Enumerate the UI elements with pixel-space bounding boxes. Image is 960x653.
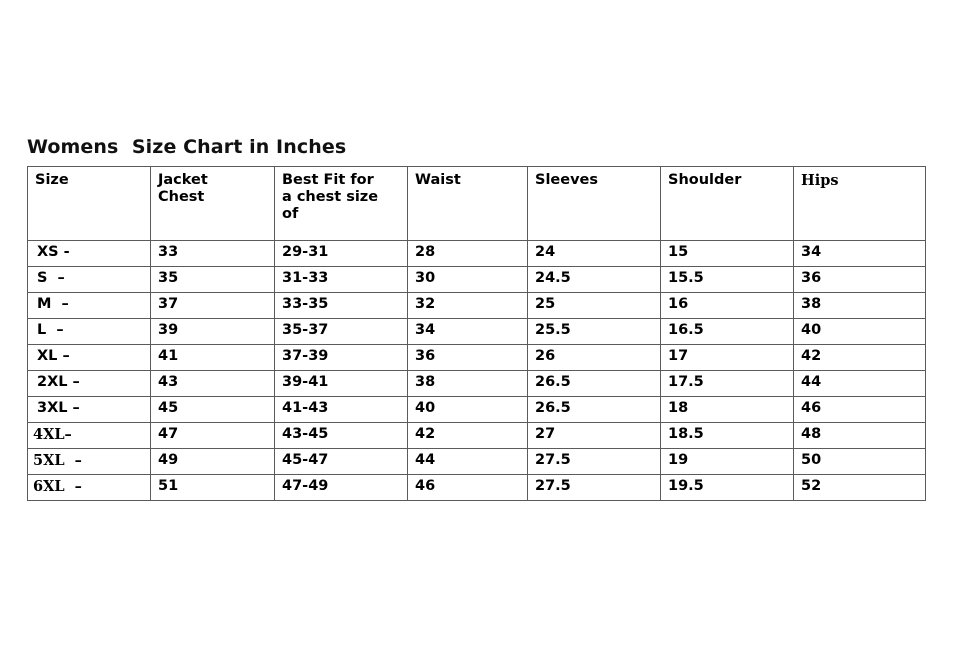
cell-bestfit: 39-41 bbox=[274, 370, 408, 397]
cell-bestfit: 29-31 bbox=[274, 240, 408, 267]
column-header-shoulder: Shoulder bbox=[660, 166, 794, 241]
table-row: XL –41 37-39 36 26 17 42 bbox=[27, 344, 926, 371]
cell-sleeves: 26.5 bbox=[527, 396, 661, 423]
table-row: M –37 33-35 32 25 16 38 bbox=[27, 292, 926, 319]
cell-size: L – bbox=[27, 318, 151, 345]
cell-sleeves: 25 bbox=[527, 292, 661, 319]
column-header-hips: Hips bbox=[793, 166, 926, 241]
cell-waist: 46 bbox=[407, 474, 528, 501]
cell-sleeves: 24 bbox=[527, 240, 661, 267]
table-row: L –39 35-37 34 25.5 16.5 40 bbox=[27, 318, 926, 345]
cell-hips: 34 bbox=[793, 240, 926, 267]
cell-size: XL – bbox=[27, 344, 151, 371]
cell-size: 2XL – bbox=[27, 370, 151, 397]
cell-shoulder: 15 bbox=[660, 240, 794, 267]
column-header-waist: Waist bbox=[407, 166, 528, 241]
cell-waist: 40 bbox=[407, 396, 528, 423]
cell-shoulder: 18.5 bbox=[660, 422, 794, 449]
cell-shoulder: 15.5 bbox=[660, 266, 794, 293]
cell-size: XS - bbox=[27, 240, 151, 267]
cell-hips: 36 bbox=[793, 266, 926, 293]
cell-waist: 28 bbox=[407, 240, 528, 267]
cell-bestfit: 43-45 bbox=[274, 422, 408, 449]
cell-bestfit: 35-37 bbox=[274, 318, 408, 345]
header-row: Size Jacket Chest Best Fit for a chest siz… bbox=[27, 166, 926, 241]
cell-bestfit: 45-47 bbox=[274, 448, 408, 475]
cell-shoulder: 17 bbox=[660, 344, 794, 371]
cell-sleeves: 24.5 bbox=[527, 266, 661, 293]
cell-jacket: 43 bbox=[150, 370, 275, 397]
cell-hips: 38 bbox=[793, 292, 926, 319]
cell-bestfit: 47-49 bbox=[274, 474, 408, 501]
table-row: 3XL –45 41-43 40 26.5 18 46 bbox=[27, 396, 926, 423]
cell-sleeves: 27 bbox=[527, 422, 661, 449]
cell-shoulder: 19.5 bbox=[660, 474, 794, 501]
cell-shoulder: 16.5 bbox=[660, 318, 794, 345]
cell-waist: 34 bbox=[407, 318, 528, 345]
cell-hips: 40 bbox=[793, 318, 926, 345]
cell-sleeves: 27.5 bbox=[527, 474, 661, 501]
cell-hips: 44 bbox=[793, 370, 926, 397]
cell-waist: 38 bbox=[407, 370, 528, 397]
cell-sleeves: 27.5 bbox=[527, 448, 661, 475]
table-row: 6XL –51 47-49 46 27.5 19.5 52 bbox=[27, 474, 926, 501]
table-header: Size Jacket Chest Best Fit for a chest siz… bbox=[27, 166, 926, 241]
cell-shoulder: 19 bbox=[660, 448, 794, 475]
cell-jacket: 47 bbox=[150, 422, 275, 449]
cell-size: 5XL – bbox=[27, 448, 151, 475]
cell-jacket: 45 bbox=[150, 396, 275, 423]
cell-hips: 42 bbox=[793, 344, 926, 371]
cell-shoulder: 18 bbox=[660, 396, 794, 423]
cell-size: 3XL – bbox=[27, 396, 151, 423]
table-row: XS -33 29-31 28 24 15 34 bbox=[27, 240, 926, 267]
column-header-size: Size bbox=[27, 166, 151, 241]
table-row: 5XL –49 45-47 44 27.5 19 50 bbox=[27, 448, 926, 475]
cell-size: S – bbox=[27, 266, 151, 293]
cell-hips: 52 bbox=[793, 474, 926, 501]
cell-shoulder: 16 bbox=[660, 292, 794, 319]
cell-sleeves: 26.5 bbox=[527, 370, 661, 397]
cell-jacket: 41 bbox=[150, 344, 275, 371]
cell-jacket: 39 bbox=[150, 318, 275, 345]
cell-size: 4XL– bbox=[27, 422, 151, 449]
cell-jacket: 51 bbox=[150, 474, 275, 501]
cell-bestfit: 33-35 bbox=[274, 292, 408, 319]
column-header-sleeves: Sleeves bbox=[527, 166, 661, 241]
cell-sleeves: 26 bbox=[527, 344, 661, 371]
cell-waist: 42 bbox=[407, 422, 528, 449]
cell-bestfit: 37-39 bbox=[274, 344, 408, 371]
cell-size: 6XL – bbox=[27, 474, 151, 501]
cell-hips: 50 bbox=[793, 448, 926, 475]
size-chart-table: Size Jacket Chest Best Fit for a chest siz… bbox=[27, 166, 926, 501]
table-row: 4XL– 47 43-45 42 27 18.5 48 bbox=[27, 422, 926, 449]
page-title: Womens Size Chart in Inches bbox=[27, 136, 347, 158]
cell-jacket: 49 bbox=[150, 448, 275, 475]
column-header-jacket: Jacket Chest bbox=[150, 166, 275, 241]
cell-jacket: 35 bbox=[150, 266, 275, 293]
cell-waist: 44 bbox=[407, 448, 528, 475]
cell-sleeves: 25.5 bbox=[527, 318, 661, 345]
table-row: S –35 31-33 30 24.5 15.5 36 bbox=[27, 266, 926, 293]
cell-waist: 30 bbox=[407, 266, 528, 293]
cell-waist: 32 bbox=[407, 292, 528, 319]
cell-bestfit: 41-43 bbox=[274, 396, 408, 423]
cell-shoulder: 17.5 bbox=[660, 370, 794, 397]
cell-bestfit: 31-33 bbox=[274, 266, 408, 293]
cell-waist: 36 bbox=[407, 344, 528, 371]
table-body: XS -33 29-31 28 24 15 34 S –35 31-33 30 24.5 15.5 3… bbox=[27, 240, 926, 501]
cell-size: M – bbox=[27, 292, 151, 319]
cell-jacket: 33 bbox=[150, 240, 275, 267]
column-header-bestfit: Best Fit for a chest size of bbox=[274, 166, 408, 241]
cell-jacket: 37 bbox=[150, 292, 275, 319]
cell-hips: 46 bbox=[793, 396, 926, 423]
cell-hips: 48 bbox=[793, 422, 926, 449]
table-row: 2XL –43 39-41 38 26.5 17.5 44 bbox=[27, 370, 926, 397]
